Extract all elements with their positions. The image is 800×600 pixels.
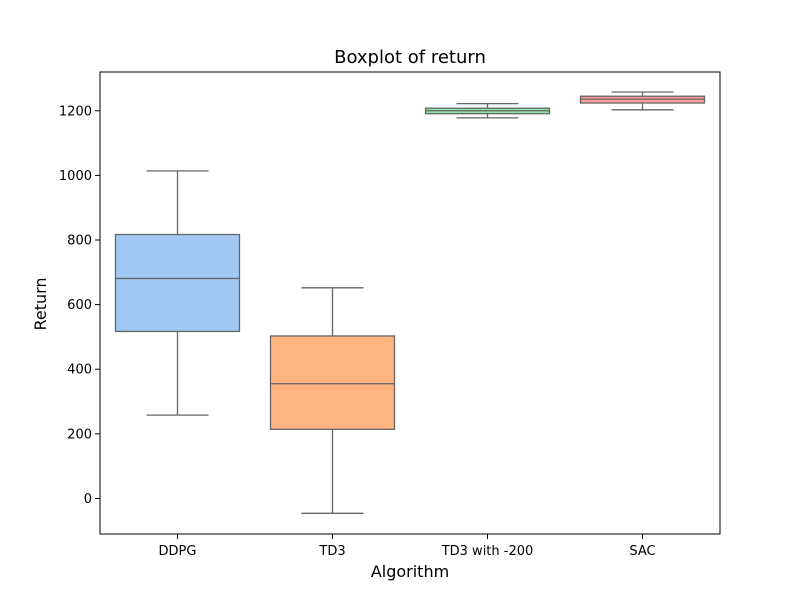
axes: 0 200 400 600 800 1000 1200 DDPG TD3 TD3 with -20… (59, 71, 721, 559)
y-tick-label: 1200 (59, 104, 92, 119)
box-3 (424, 103, 551, 119)
x-tick-label: DDPG (159, 544, 197, 559)
y-tick-label: 800 (67, 234, 92, 249)
x-axis-label: Algorithm (371, 562, 449, 581)
y-tick-label: 1000 (59, 169, 92, 184)
y-tick-label: 600 (67, 298, 92, 313)
y-tick-label: 200 (67, 427, 92, 442)
box-1 (114, 170, 241, 416)
box-4 (579, 91, 706, 111)
x-tick-label: TD3 with -200 (441, 544, 534, 559)
box-body (114, 233, 241, 333)
box-2 (269, 287, 396, 514)
chart-title: Boxplot of return (334, 47, 486, 68)
box-body (269, 335, 396, 430)
x-tick-label: TD3 (318, 544, 345, 559)
x-tick-label: SAC (629, 544, 655, 559)
y-tick-label: 0 (84, 492, 92, 507)
y-tick-label: 400 (67, 363, 92, 378)
plot-area (114, 91, 706, 514)
axes-frame (99, 71, 721, 535)
y-axis-label: Return (31, 277, 50, 330)
